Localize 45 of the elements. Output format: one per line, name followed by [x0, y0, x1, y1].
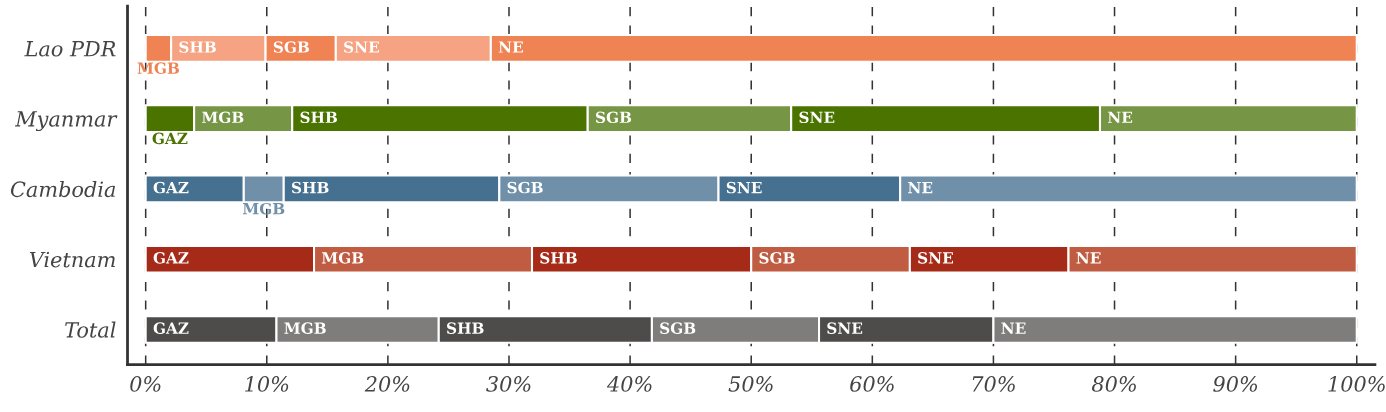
- text: GAZ: [153, 252, 189, 264]
- text: GAZ: [153, 181, 189, 194]
- text: NE: [908, 181, 933, 194]
- x-tick-label: 0%: [130, 376, 161, 392]
- text: SNE: [344, 41, 379, 53]
- text: MGB: [202, 111, 244, 124]
- y-tick-label: Total: [65, 321, 116, 338]
- text: SNE: [799, 111, 835, 124]
- text: NE: [1001, 322, 1026, 334]
- x-tick-label: 10%: [245, 376, 289, 392]
- text: NE: [498, 41, 523, 53]
- series-label: SHB: [292, 181, 329, 194]
- x-tick-label: 90%: [1213, 376, 1258, 392]
- x-tick-label: 40%: [606, 376, 652, 392]
- x-tick-label: 80%: [1091, 376, 1136, 392]
- text: SHB: [540, 252, 577, 264]
- text: SHB: [179, 41, 216, 53]
- x-tick-label: 100%: [1328, 376, 1385, 392]
- text: MGB: [284, 322, 326, 334]
- y-tick-label: Myanmar: [15, 111, 118, 132]
- x-tick-label: 60%: [850, 376, 894, 392]
- text: NE: [1076, 252, 1101, 264]
- series-label: GAZ: [152, 132, 188, 145]
- text: SHB: [447, 322, 484, 334]
- text: SGB: [759, 252, 795, 264]
- x-tick-label: 70%: [972, 376, 1015, 392]
- text: GAZ: [153, 322, 189, 334]
- x-tick-label: 30%: [486, 376, 531, 392]
- text: SHB: [300, 111, 338, 124]
- series-label: SNE: [726, 181, 762, 194]
- x-tick-label: 20%: [364, 376, 410, 392]
- series-label: NE: [1107, 111, 1133, 123]
- text: MGB: [321, 252, 364, 264]
- text: SGB: [660, 322, 696, 334]
- y-tick-label: Lao PDR: [24, 41, 116, 57]
- x-tick-label: 50%: [728, 376, 773, 392]
- y-tick-label: Vietnam: [29, 251, 115, 268]
- series-label: SGB: [507, 181, 543, 194]
- text: SNE: [827, 322, 863, 334]
- series-label: MGB: [242, 202, 285, 215]
- text: SNE: [918, 252, 953, 264]
- text: SGB: [595, 111, 632, 124]
- text: MGB: [137, 62, 179, 74]
- text: SGB: [273, 41, 309, 53]
- y-tick-label: Cambodia: [10, 181, 115, 198]
